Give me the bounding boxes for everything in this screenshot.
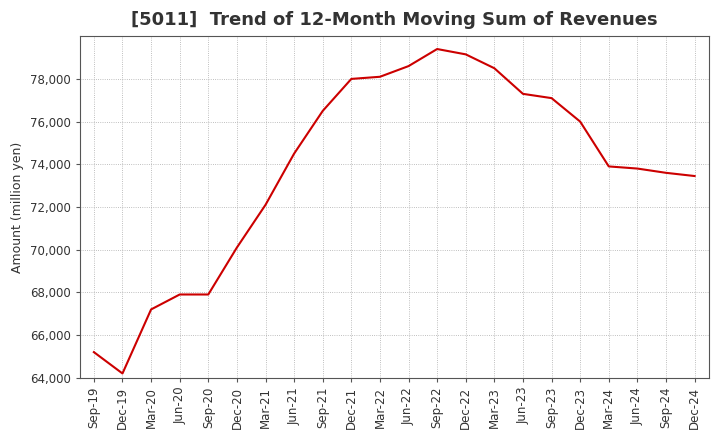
- Title: [5011]  Trend of 12-Month Moving Sum of Revenues: [5011] Trend of 12-Month Moving Sum of R…: [131, 11, 657, 29]
- Y-axis label: Amount (million yen): Amount (million yen): [11, 141, 24, 273]
